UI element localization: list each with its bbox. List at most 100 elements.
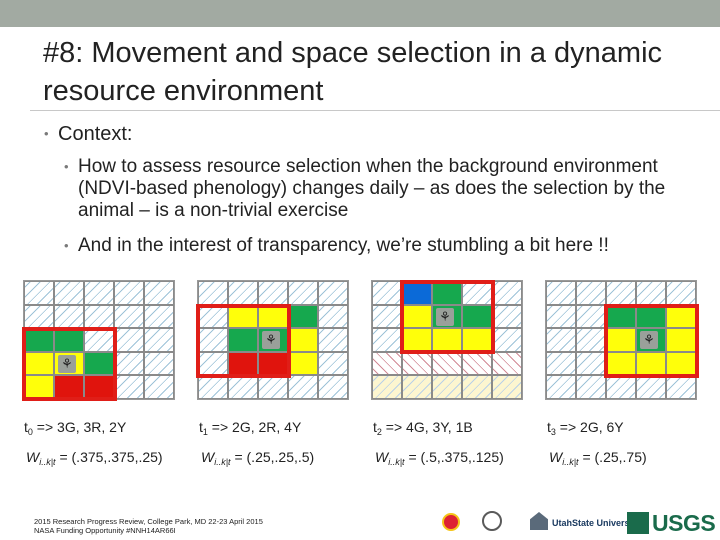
grid-cell-white-hatched: [666, 375, 696, 399]
grid-cell-white-hatched: [606, 375, 636, 399]
selection-box-t0: [22, 327, 117, 401]
seal-logo-icon: [482, 511, 502, 531]
grid-cell-green: ⚘: [258, 328, 288, 352]
grid-cell-white-hatched: [144, 375, 174, 399]
grid-cell-white-hatched: [546, 281, 576, 305]
grid-cell-white-hatched: [114, 328, 144, 352]
grid-t1: ⚘: [197, 280, 349, 400]
grid-cell-yellow: [288, 328, 318, 352]
grid-cell-white-hatched: [576, 351, 606, 376]
weights-t2: Wi..k|t = (.5,.375,.125): [375, 449, 504, 467]
grid-cell-pink-hatched: [372, 351, 402, 376]
grid-cell-white-hatched: [114, 375, 144, 399]
grid-cell-white-hatched: [576, 281, 606, 305]
grid-cell-white-hatched: [372, 328, 402, 352]
bullet-item-2: • And in the interest of transparency, w…: [64, 235, 698, 257]
grid-cell-white-hatched: [54, 304, 84, 329]
grid-cell-white-hatched: [492, 304, 522, 329]
grid-t0: ⚘: [23, 280, 175, 400]
grid-cell-white-hatched: [144, 328, 174, 352]
grid-cell-white-hatched: [372, 281, 402, 305]
grid-cell-white-hatched: [546, 351, 576, 376]
bullet-item-1: • How to assess resource selection when …: [64, 156, 698, 222]
grid-cell-pink-hatched: [402, 351, 432, 376]
bullet-dot-icon: •: [64, 238, 69, 253]
grid-cell-white-hatched: [318, 328, 348, 352]
caption-t0: t0 => 3G, 3R, 2Y: [24, 419, 127, 437]
animal-icon: ⚘: [262, 331, 280, 350]
footer-citation: 2015 Research Progress Review, College P…: [34, 517, 263, 535]
grid-cell-white-hatched: [228, 281, 258, 305]
animal-icon: ⚘: [436, 307, 454, 326]
grid-cell-white-hatched: [666, 281, 696, 305]
grid-cell-white-hatched: [318, 281, 348, 305]
animal-icon: ⚘: [640, 331, 658, 350]
grid-cell-cream-hatched: [372, 375, 402, 399]
grid-cell-green: ⚘: [636, 328, 666, 352]
grid-cell-cream-hatched: [432, 375, 462, 399]
grid-cell-white-hatched: [546, 375, 576, 399]
grid-cell-yellow: ⚘: [54, 351, 84, 376]
grid-cell-white-hatched: [576, 304, 606, 329]
grid-t3: ⚘: [545, 280, 697, 400]
usu-building-icon: [530, 512, 548, 530]
grid-cell-cream-hatched: [492, 375, 522, 399]
grid-cell-white-hatched: [198, 375, 228, 399]
top-banner: [0, 0, 720, 27]
grid-t2: ⚘: [371, 280, 523, 400]
grid-cell-white-hatched: [288, 281, 318, 305]
footer-line-1: 2015 Research Progress Review, College P…: [34, 517, 263, 526]
caption-t1: t1 => 2G, 2R, 4Y: [199, 419, 302, 437]
usgs-wave-icon: [627, 512, 649, 534]
usgs-logo-text: USGS: [652, 510, 716, 536]
grid-cell-cream-hatched: [462, 375, 492, 399]
grid-cell-white-hatched: [24, 281, 54, 305]
grid-cell-green: [228, 328, 258, 352]
grid-cell-white-hatched: [606, 281, 636, 305]
grid-cell-white-hatched: [636, 375, 666, 399]
grid-cell-white-hatched: [576, 375, 606, 399]
grid-cell-white-hatched: [318, 351, 348, 376]
title-divider: [30, 110, 720, 111]
grid-cell-white-hatched: [576, 328, 606, 352]
grid-cell-white-hatched: [144, 351, 174, 376]
grid-cell-white-hatched: [288, 375, 318, 399]
grid-cell-white-hatched: [258, 281, 288, 305]
grid-cell-white-hatched: [636, 281, 666, 305]
grid-cell-white-hatched: [24, 304, 54, 329]
bullet-dot-icon: •: [44, 126, 49, 141]
selection-box-t2: [400, 280, 495, 354]
grid-cell-white-hatched: [114, 351, 144, 376]
caption-t3: t3 => 2G, 6Y: [547, 419, 624, 437]
weights-t3: Wi..k|t = (.25,.75): [549, 449, 647, 467]
grid-cell-white-hatched: [114, 281, 144, 305]
animal-icon: ⚘: [58, 354, 76, 373]
grid-cell-green: [288, 304, 318, 329]
grid-cell-white-hatched: [492, 281, 522, 305]
grid-cell-white-hatched: [198, 281, 228, 305]
grid-cell-green: ⚘: [432, 304, 462, 329]
grid-cell-white-hatched: [84, 281, 114, 305]
weights-t1: Wi..k|t = (.25,.25,.5): [201, 449, 315, 467]
usu-logo-text: UtahState University: [552, 518, 641, 528]
grid-cell-cream-hatched: [402, 375, 432, 399]
grid-cell-white-hatched: [372, 304, 402, 329]
slide-title: #8: Movement and space selection in a dy…: [43, 37, 663, 107]
grid-cell-pink-hatched: [432, 351, 462, 376]
footer-line-2: NASA Funding Opportunity #NNH14AR66I: [34, 526, 176, 535]
grid-cell-white-hatched: [546, 304, 576, 329]
grid-cell-white-hatched: [228, 375, 258, 399]
bullet-item-2-text: And in the interest of transparency, we’…: [78, 235, 609, 256]
grid-cell-yellow: [288, 351, 318, 376]
caption-t2: t2 => 4G, 3Y, 1B: [373, 419, 473, 437]
grid-cell-white-hatched: [318, 304, 348, 329]
grid-cell-white-hatched: [318, 375, 348, 399]
grid-cell-white-hatched: [144, 281, 174, 305]
grid-cell-white-hatched: [54, 281, 84, 305]
bullet-item-1-text: How to assess resource selection when th…: [78, 156, 666, 221]
grid-cell-pink-hatched: [462, 351, 492, 376]
bullet-dot-icon: •: [64, 159, 69, 174]
bullet-context-text: Context:: [58, 123, 133, 145]
grid-cell-white-hatched: [546, 328, 576, 352]
grid-cell-white-hatched: [144, 304, 174, 329]
